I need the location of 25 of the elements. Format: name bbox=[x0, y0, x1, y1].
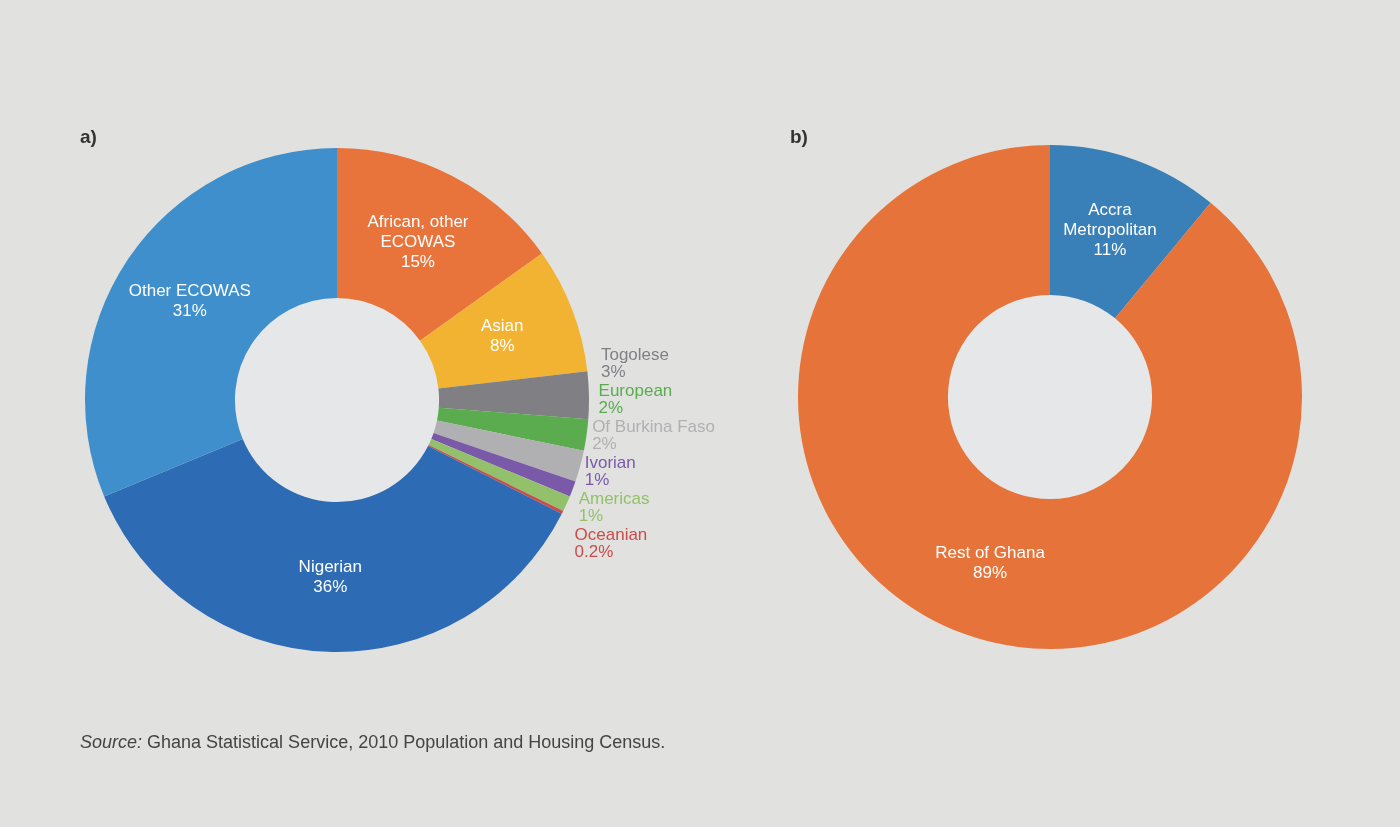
data-label: 3% bbox=[600, 362, 626, 381]
source-note: Source: Ghana Statistical Service, 2010 Population and Housing Census. bbox=[80, 732, 666, 752]
data-label: 1% bbox=[578, 506, 604, 525]
slice-label: Other ECOWAS bbox=[128, 281, 251, 301]
slice-label: Accra Metropolitan bbox=[1063, 200, 1157, 240]
data-label: 11% bbox=[1093, 240, 1127, 260]
data-label: 89% bbox=[973, 563, 1008, 583]
data-label: 8% bbox=[489, 336, 515, 356]
chart-title: b) bbox=[790, 126, 808, 148]
slice-label: Americas bbox=[578, 489, 650, 508]
slice-label: Ivorian bbox=[584, 453, 636, 472]
data-label: 1% bbox=[584, 470, 610, 489]
data-label: 0.2% bbox=[574, 542, 614, 561]
slice-label: African, other ECOWAS bbox=[367, 212, 469, 252]
slice-label: Asian bbox=[480, 316, 524, 336]
slice-label: Togolese bbox=[600, 345, 670, 364]
slice-label: Oceanian bbox=[574, 525, 648, 544]
data-label: 2% bbox=[598, 398, 624, 417]
data-label: 36% bbox=[313, 576, 348, 596]
chart-title: a) bbox=[80, 126, 97, 148]
slice-label: European bbox=[598, 381, 673, 400]
slice-label: Rest of Ghana bbox=[935, 543, 1046, 563]
slice-label: Nigerian bbox=[298, 556, 362, 576]
data-label: 15% bbox=[400, 252, 435, 272]
data-label: 31% bbox=[172, 301, 207, 321]
